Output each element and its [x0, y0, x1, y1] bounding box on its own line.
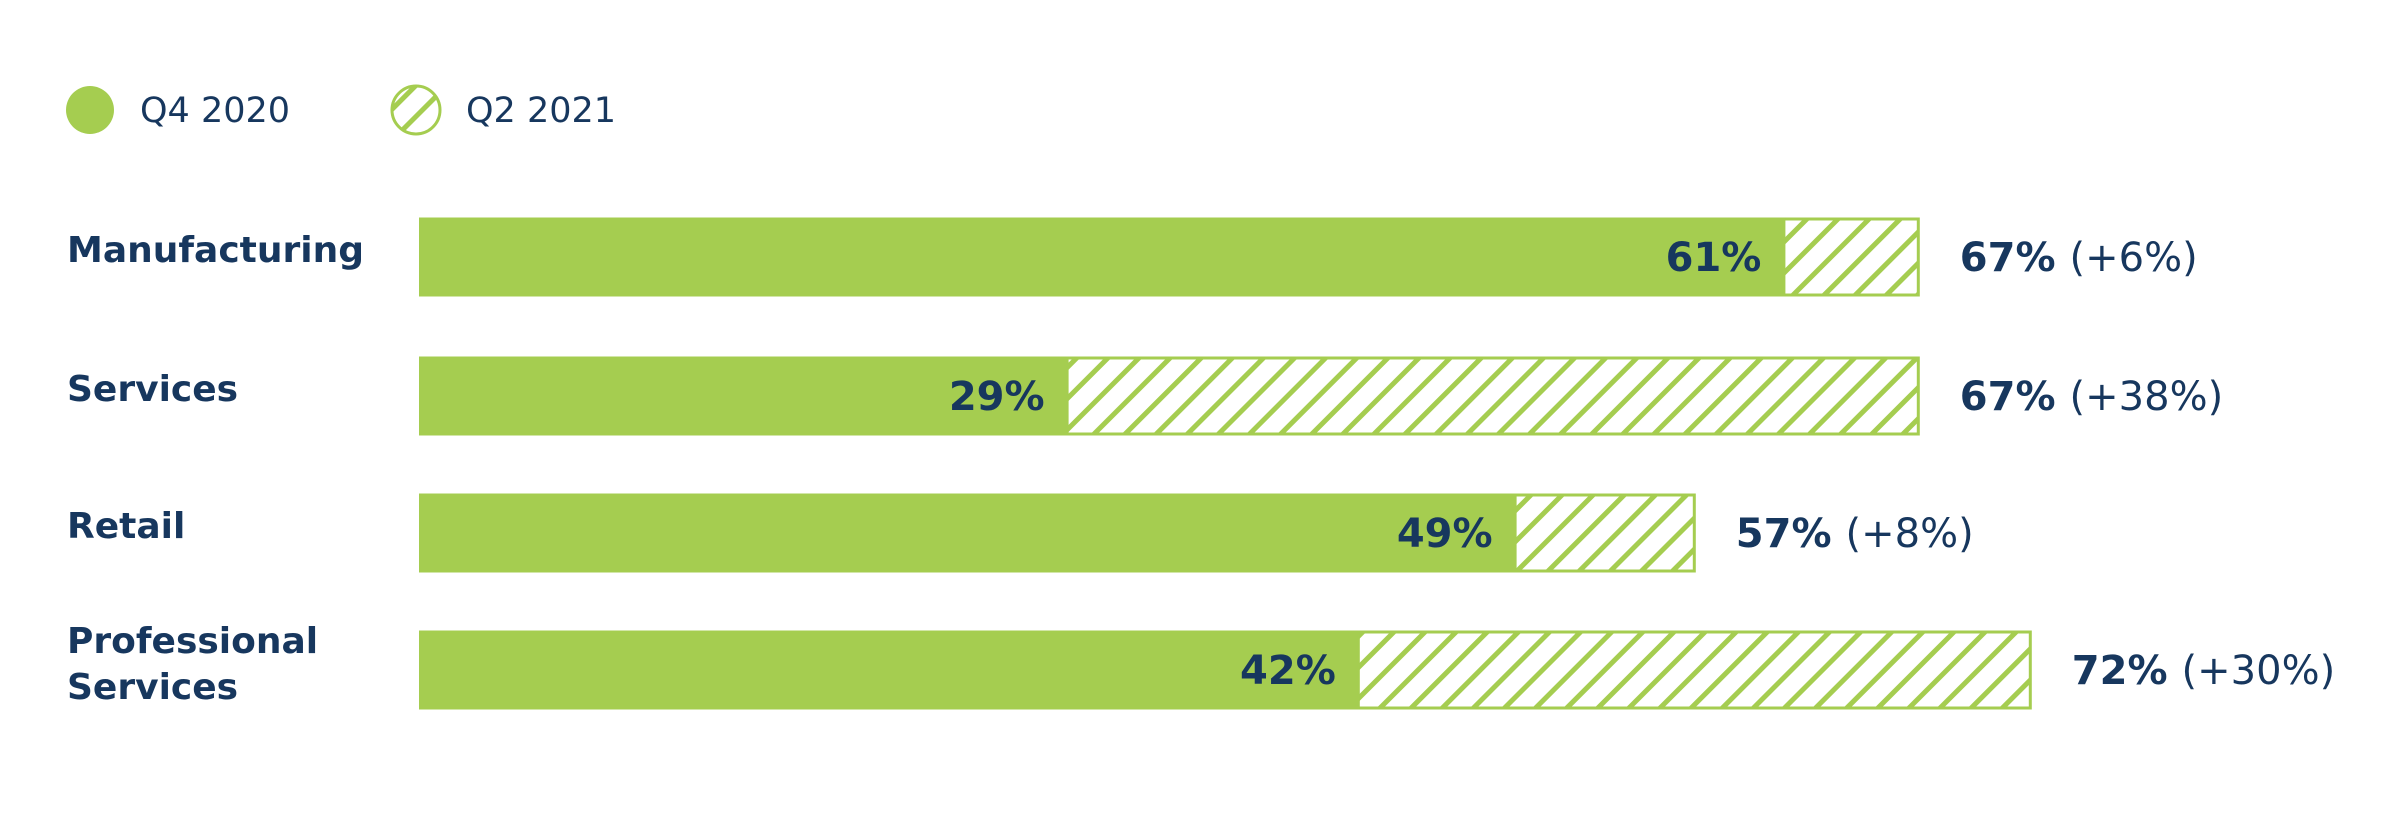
total-label: 57% (+8%): [1736, 511, 1974, 557]
legend-swatch: [390, 84, 442, 136]
change-label: (+30%): [2182, 648, 2336, 694]
category-label: Manufacturing: [67, 230, 364, 271]
total-value: 72%: [2072, 648, 2168, 694]
bar: [419, 217, 1786, 297]
change-label: (+6%): [2070, 235, 2198, 281]
total-label: 72% (+30%): [2072, 648, 2335, 694]
bar: [419, 356, 1069, 436]
change-label: (+38%): [2070, 374, 2224, 420]
category-label: Professional Services: [67, 621, 318, 708]
legend-swatch: [66, 86, 114, 134]
category-label: Retail: [67, 506, 185, 547]
total-value: 67%: [1960, 235, 2056, 281]
total-value: 67%: [1960, 374, 2056, 420]
change-label: (+8%): [1846, 511, 1974, 557]
value-label: 49%: [1397, 511, 1493, 557]
value-label: 61%: [1666, 235, 1762, 281]
category-label: Services: [67, 369, 238, 410]
legend-label: Q4 2020: [140, 91, 290, 131]
legend-label: Q2 2021: [466, 91, 616, 131]
value-label: 42%: [1240, 648, 1336, 694]
total-label: 67% (+38%): [1960, 374, 2223, 420]
bar: [419, 630, 1360, 710]
total-label: 67% (+6%): [1960, 235, 2198, 281]
bar: [419, 493, 1517, 573]
value-label: 29%: [949, 374, 1045, 420]
total-value: 57%: [1736, 511, 1832, 557]
